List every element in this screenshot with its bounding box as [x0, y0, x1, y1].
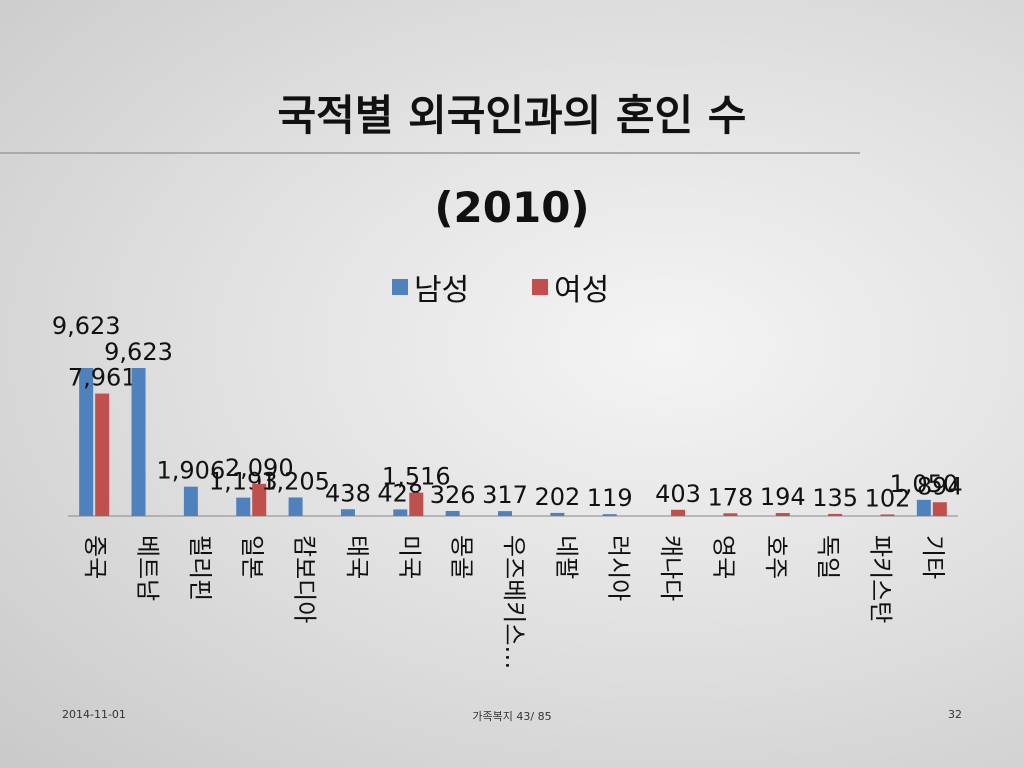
- bar: [252, 483, 267, 516]
- data-label: 326: [430, 481, 476, 509]
- bar: [880, 514, 895, 516]
- legend-swatch: [392, 279, 408, 295]
- chart-title: 국적별 외국인과의 혼인 수(2010): [277, 91, 747, 232]
- bar: [79, 368, 94, 516]
- x-tick-label: 독일: [814, 535, 842, 579]
- x-tick-label: 네팔: [552, 535, 580, 579]
- bar: [671, 509, 686, 516]
- data-label: 7,961: [68, 364, 137, 392]
- data-label: 894: [917, 472, 963, 500]
- x-tick-label: 태국: [343, 535, 371, 579]
- x-tick-label: 파키스탄: [866, 535, 894, 623]
- footer-date: 2014-11-01: [62, 708, 126, 721]
- data-label: 1,050: [889, 470, 958, 498]
- bar: [775, 513, 790, 516]
- x-tick-label: 몽골: [448, 535, 476, 579]
- bar: [131, 368, 146, 516]
- x-tick-label: 캐나다: [657, 535, 685, 601]
- bar: [445, 510, 460, 516]
- legend-label: 여성: [554, 273, 609, 308]
- footer-page: 32: [948, 708, 962, 721]
- bar: [183, 486, 198, 516]
- footer-center: 가족복지 43/ 85: [472, 710, 552, 723]
- data-label: 194: [760, 483, 806, 511]
- bar: [828, 513, 843, 516]
- x-tick-label: 미국: [395, 535, 423, 579]
- data-label: 135: [812, 484, 858, 512]
- data-label: 102: [865, 484, 911, 512]
- bar: [393, 509, 408, 516]
- data-label: 119: [587, 484, 633, 512]
- data-label: 2,090: [225, 454, 294, 482]
- bar: [236, 497, 251, 516]
- data-label: 1,906: [157, 457, 226, 485]
- x-tick-label: 우즈베키스…: [500, 535, 528, 669]
- data-label: 202: [534, 483, 580, 511]
- x-tick-label: 일본: [238, 535, 266, 579]
- bar: [602, 514, 617, 516]
- x-tick-label: 러시아: [605, 535, 633, 601]
- data-label: 1,205: [261, 467, 330, 495]
- data-label: 1,516: [382, 463, 451, 491]
- bar: [916, 499, 931, 516]
- x-tick-label: 호주: [762, 535, 790, 579]
- x-tick-label: 영국: [709, 535, 737, 579]
- bar: [288, 497, 303, 516]
- data-label: 178: [708, 483, 754, 511]
- bar: [550, 512, 565, 516]
- x-tick-label: 중국: [81, 535, 109, 579]
- bar: [340, 509, 355, 516]
- legend-label: 남성: [414, 273, 469, 308]
- data-label: 317: [482, 481, 528, 509]
- x-tick-label: 기타: [919, 535, 947, 579]
- legend-swatch: [532, 279, 548, 295]
- bar: [409, 492, 424, 516]
- bar: [498, 511, 512, 516]
- bar: [932, 502, 947, 516]
- bar: [95, 393, 110, 516]
- x-tick-label: 필리핀: [186, 535, 214, 601]
- data-label: 9,623: [104, 338, 173, 366]
- data-label: 9,623: [52, 312, 121, 340]
- bar: [723, 513, 738, 516]
- x-tick-label: 베트남: [134, 535, 162, 601]
- x-tick-label: 캄보디아: [291, 535, 319, 623]
- data-label: 403: [655, 480, 701, 508]
- data-label: 438: [325, 479, 371, 507]
- title-rule: [0, 152, 860, 154]
